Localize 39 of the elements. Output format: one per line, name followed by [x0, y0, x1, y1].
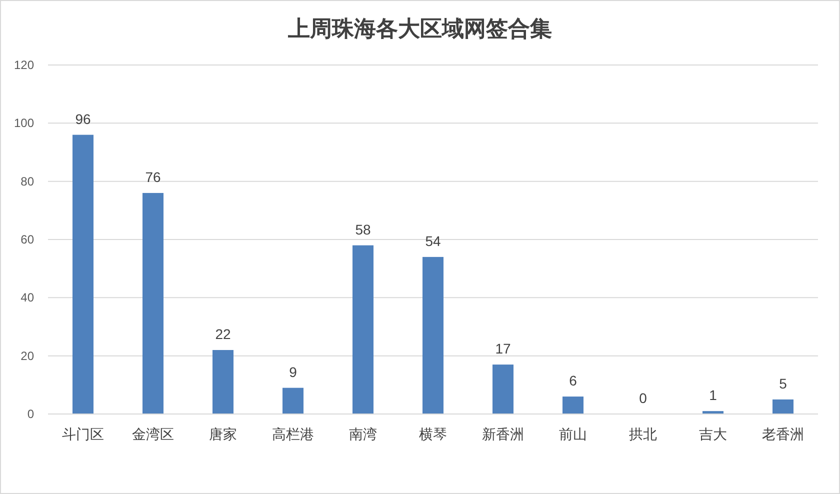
bar [772, 399, 794, 414]
data-label: 1 [709, 387, 718, 404]
y-tick-label: 80 [20, 174, 34, 188]
bar [492, 364, 514, 414]
chart-title: 上周珠海各大区域网签合集 [287, 16, 552, 42]
y-tick-label: 0 [27, 407, 34, 421]
bar [142, 192, 164, 414]
data-label: 5 [779, 375, 788, 392]
x-tick-label: 金湾区 [132, 426, 174, 442]
data-label: 9 [289, 364, 298, 380]
bar [422, 256, 444, 414]
data-label: 22 [215, 326, 231, 342]
x-tick-label: 南湾 [349, 426, 377, 442]
x-tick-label: 拱北 [629, 426, 657, 442]
x-tick-label: 新香洲 [482, 426, 524, 442]
data-label: 0 [639, 390, 648, 406]
y-tick-label: 20 [20, 348, 34, 363]
data-label: 6 [569, 372, 578, 389]
x-tick-label: 吉大 [699, 426, 727, 442]
bar [212, 350, 234, 414]
y-tick-label: 40 [20, 290, 34, 305]
x-tick-label: 斗门区 [62, 426, 104, 442]
x-tick-label: 唐家 [209, 426, 237, 442]
bar [352, 245, 374, 414]
data-label: 76 [145, 168, 161, 185]
x-tick-label: 前山 [559, 426, 587, 442]
y-tick-label: 60 [20, 232, 34, 246]
bar [72, 134, 94, 414]
x-tick-label: 高栏港 [272, 426, 314, 442]
bar [562, 396, 584, 414]
bar [282, 388, 304, 414]
y-tick-label: 100 [14, 116, 34, 130]
data-label: 58 [355, 221, 371, 238]
data-label: 96 [75, 110, 91, 127]
y-tick-label: 120 [14, 58, 34, 72]
data-label: 17 [495, 340, 511, 357]
x-tick-label: 横琴 [419, 426, 447, 442]
x-tick-label: 老香洲 [762, 426, 804, 442]
data-label: 54 [425, 232, 441, 249]
